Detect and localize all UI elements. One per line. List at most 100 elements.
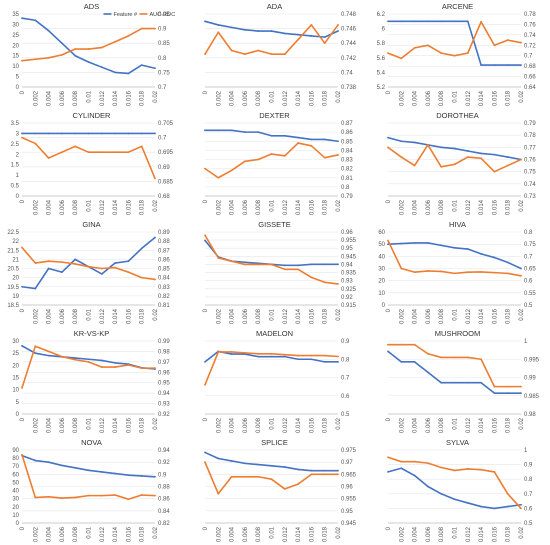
auc-roc-point	[427, 144, 429, 146]
auc-roc-point	[413, 460, 416, 463]
chart-panel-cylinder: CYLINDER 0.68 0.685 0.69 0.695 0.7 0.705 0 0.5 1 1…	[0, 109, 183, 218]
auc-roc-point	[480, 271, 482, 273]
auc-roc-point	[480, 358, 482, 361]
auc-roc-point	[61, 261, 63, 264]
feature-count-point	[204, 20, 206, 23]
feature-count-point	[257, 131, 260, 134]
x-tick-label: 0.008	[256, 526, 262, 542]
y-left-tick-label: 19	[12, 294, 19, 300]
auc-roc-point	[217, 492, 220, 495]
y-right-tick-label: 0.955	[341, 497, 357, 503]
auc-roc-point	[480, 20, 482, 23]
auc-roc-point	[257, 158, 260, 161]
feature-count-point	[100, 359, 103, 362]
feature-count-point	[47, 132, 50, 135]
auc-roc-point	[217, 257, 220, 259]
auc-roc-point	[100, 366, 103, 368]
feature-count-series-line	[387, 467, 522, 510]
y-right-tick-label: 0.92	[158, 460, 170, 466]
auc-roc-point	[127, 271, 130, 274]
x-tick-label: 0.02	[153, 90, 159, 102]
feature-count-point	[114, 362, 116, 364]
x-tick-label: 0.01	[453, 90, 459, 102]
auc-roc-point	[283, 53, 286, 56]
feature-count-point	[244, 462, 246, 465]
feature-count-point	[480, 253, 482, 255]
y-left-tick-label: 5	[16, 75, 20, 81]
y-left-tick-label: 30	[12, 339, 19, 345]
y-right-tick-label: 0.985	[524, 394, 540, 400]
auc-roc-point	[244, 475, 246, 478]
y-right-tick-label: 0.79	[341, 194, 353, 200]
x-tick-label: 0.016	[309, 90, 315, 106]
y-right-tick-label: 0.84	[158, 509, 170, 515]
x-tick-label: 0.01	[453, 526, 459, 538]
auc-roc-point	[520, 41, 522, 44]
x-tick-label: 0.006	[426, 417, 432, 433]
x-tick-label: 0.008	[73, 526, 79, 542]
auc-roc-point	[413, 164, 416, 167]
auc-roc-point	[270, 478, 273, 481]
y-right-tick-label: 0.99	[524, 376, 536, 382]
auc-roc-point	[127, 364, 130, 366]
y-right-tick-label: 0.74	[524, 33, 536, 39]
feature-count-point	[230, 353, 233, 355]
y-right-tick-label: 0.78	[524, 133, 536, 139]
x-tick-label: 0.008	[256, 90, 262, 106]
auc-roc-point	[217, 351, 220, 353]
feature-count-point	[337, 30, 339, 32]
feature-count-point	[453, 20, 456, 23]
y-right-tick-label: 0.5	[341, 412, 350, 418]
x-tick-label: 0.012	[283, 199, 289, 215]
chart-svg: KR-VS-KP 0.92 0.93 0.94 0.95 0.96 0.97 0.98 0.99…	[12, 329, 170, 433]
feature-count-point	[270, 134, 273, 137]
y-left-tick-label: 60	[12, 472, 19, 478]
feature-count-series-line	[21, 17, 156, 75]
auc-roc-point	[114, 40, 116, 43]
y-left-tick-label: 21.5	[7, 248, 19, 254]
x-tick-label: 0.014	[113, 199, 119, 215]
feature-count-point	[244, 131, 246, 134]
chart-title: ADS	[84, 2, 99, 11]
feature-count-point	[520, 503, 522, 506]
x-tick-label: 0.002	[399, 417, 405, 433]
y-right-tick-label: 0.746	[341, 27, 357, 33]
y-right-tick-label: 0.7	[341, 376, 350, 382]
auc-roc-point	[323, 473, 326, 476]
feature-count-point	[493, 153, 496, 156]
auc-roc-point	[310, 354, 313, 357]
feature-count-point	[400, 467, 403, 470]
y-left-tick-label: 0	[16, 412, 20, 418]
x-tick-label: 0.018	[506, 90, 512, 106]
y-left-tick-label: 22	[12, 239, 19, 245]
auc-roc-point	[337, 154, 339, 156]
feature-count-point	[21, 132, 23, 135]
chart-title: GINA	[82, 220, 100, 229]
feature-count-point	[480, 381, 482, 384]
y-left-tick-label: 0	[16, 194, 20, 200]
chart-svg: ADA 0.738 0.74 0.742 0.744 0.746 0.748 0 0.002 0.…	[203, 2, 357, 106]
feature-count-point	[34, 287, 37, 290]
y-right-tick-label: 0.8	[158, 56, 167, 62]
x-tick-label: 0.004	[47, 90, 53, 106]
chart-svg: CYLINDER 0.68 0.685 0.69 0.695 0.7 0.705 0 0.5 1 1…	[11, 111, 174, 215]
y-right-tick-label: 0.85	[158, 267, 170, 273]
x-tick-label: 0	[203, 526, 209, 530]
x-tick-label: 0.008	[256, 417, 262, 433]
feature-count-point	[114, 472, 116, 475]
x-tick-label: 0.006	[60, 90, 66, 106]
auc-roc-point	[204, 234, 206, 237]
x-tick-label: 0.016	[492, 526, 498, 542]
chart-panel-dexter: DEXTER 0.79 0.8 0.81 0.82 0.83 0.84 0.85 0.86 0.8…	[183, 109, 366, 218]
feature-count-point	[387, 20, 389, 23]
feature-count-point	[74, 258, 77, 261]
y-right-tick-label: 0.975	[341, 448, 357, 454]
auc-roc-point	[506, 385, 509, 388]
feature-count-point	[230, 460, 233, 462]
y-right-tick-label: 0.6	[524, 279, 533, 285]
feature-count-point	[283, 32, 286, 35]
x-tick-label: 0.014	[479, 308, 485, 324]
feature-count-point	[440, 146, 443, 149]
x-tick-label: 0.012	[283, 417, 289, 433]
auc-roc-point	[61, 53, 63, 56]
